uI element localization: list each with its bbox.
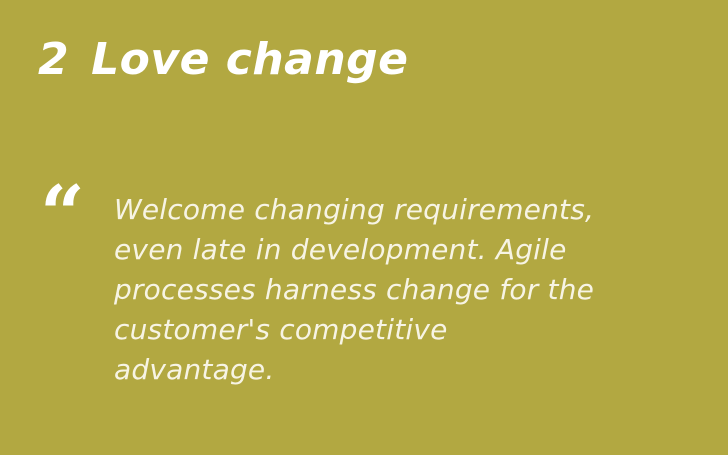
quote-mark-icon: “ — [40, 169, 85, 260]
principle-number: 2 — [38, 34, 70, 85]
principle-quote: Welcome changing requirements, even late… — [114, 193, 595, 386]
principle-title: Love change — [91, 34, 409, 85]
slide-title: 2 Love change — [38, 30, 409, 90]
